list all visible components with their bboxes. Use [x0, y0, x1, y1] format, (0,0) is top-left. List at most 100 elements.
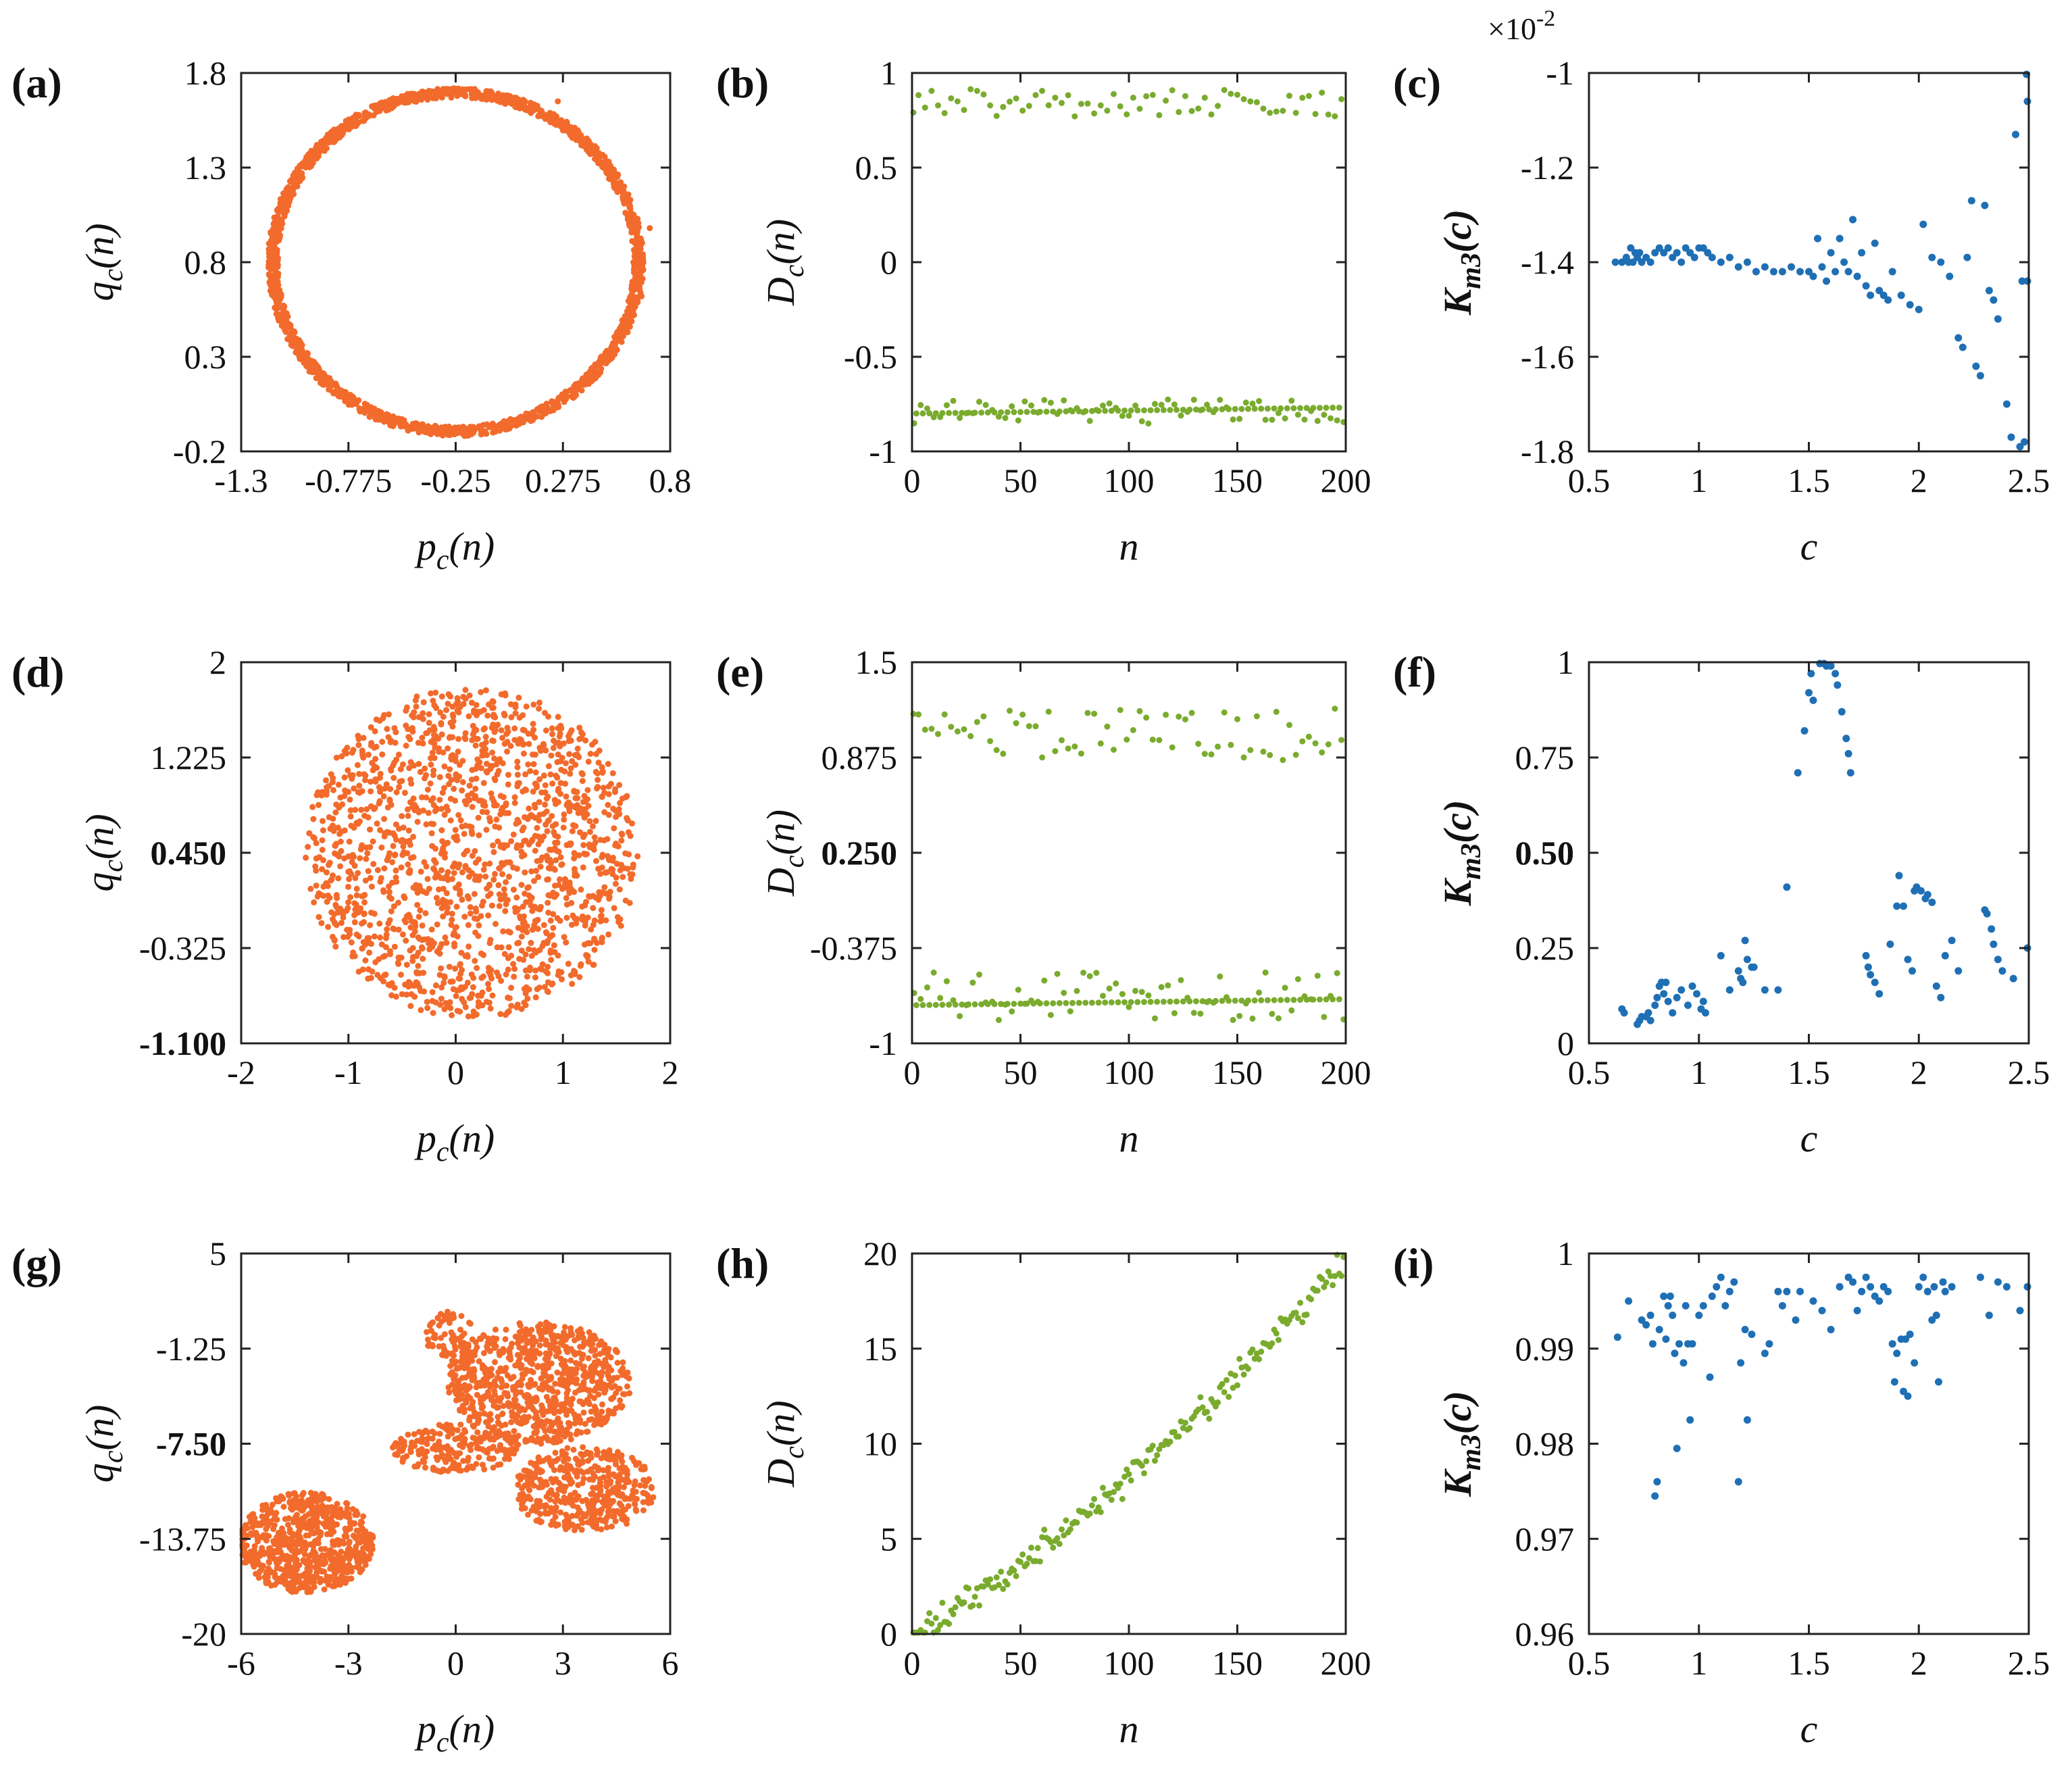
data-point	[388, 767, 395, 774]
data-point	[1225, 997, 1232, 1004]
data-point	[1215, 103, 1221, 109]
data-point	[530, 409, 536, 416]
data-point	[341, 774, 348, 780]
data-point	[414, 818, 421, 825]
data-point	[1197, 1010, 1204, 1017]
data-point	[1108, 999, 1115, 1005]
data-point	[1111, 91, 1117, 97]
data-point	[451, 870, 457, 876]
data-point	[430, 697, 436, 704]
data-point	[601, 789, 608, 796]
data-point	[1642, 253, 1650, 262]
data-point	[385, 981, 392, 988]
data-point	[599, 853, 605, 860]
x-label-suffix: (n)	[449, 524, 495, 568]
data-points	[1611, 70, 2031, 451]
data-point	[1123, 737, 1130, 743]
data-point	[496, 891, 503, 897]
data-point	[2007, 433, 2015, 441]
data-point	[441, 1005, 448, 1012]
data-point	[485, 912, 492, 919]
data-point	[538, 966, 545, 973]
data-point	[328, 877, 334, 884]
data-point	[586, 828, 593, 835]
data-point	[428, 690, 434, 697]
data-point	[579, 916, 586, 923]
data-point	[1282, 985, 1288, 991]
x-tick-label: -2	[227, 1053, 255, 1091]
data-point	[1176, 109, 1182, 116]
data-point	[1273, 708, 1280, 715]
data-point	[513, 820, 520, 827]
data-point	[1232, 405, 1238, 412]
data-point	[1054, 970, 1061, 977]
data-point	[1264, 997, 1271, 1003]
data-point	[393, 867, 399, 874]
data-point	[512, 102, 519, 109]
data-point	[1165, 982, 1171, 989]
data-point	[461, 830, 468, 837]
data-point	[532, 735, 538, 741]
data-point	[913, 1002, 919, 1008]
data-point	[267, 287, 274, 294]
data-point	[285, 1491, 292, 1497]
data-point	[384, 857, 390, 864]
data-point	[308, 162, 314, 168]
data-point	[420, 716, 426, 722]
data-point	[330, 1523, 337, 1529]
data-point	[1677, 986, 1686, 994]
data-point	[417, 768, 424, 775]
data-point	[451, 785, 457, 792]
data-point	[611, 825, 617, 832]
data-point	[551, 737, 557, 744]
data-point	[620, 874, 626, 880]
data-point	[1967, 197, 1975, 205]
data-point	[393, 789, 400, 795]
data-point	[560, 824, 567, 831]
data-point	[605, 853, 611, 860]
data-point	[405, 827, 412, 834]
x-tick-label: 1	[1690, 1053, 1707, 1091]
data-point	[1111, 747, 1117, 753]
data-point	[1849, 216, 1857, 224]
data-point	[540, 922, 547, 928]
data-point	[624, 329, 631, 336]
data-point	[304, 1499, 311, 1506]
data-point	[503, 426, 510, 432]
data-point	[1145, 992, 1152, 999]
data-point	[457, 970, 464, 977]
data-point	[1134, 407, 1141, 414]
data-point	[356, 789, 363, 796]
data-point	[507, 743, 514, 749]
data-point	[613, 814, 620, 820]
x-axis-label: pc(n)	[414, 524, 495, 576]
data-point	[536, 985, 542, 991]
y-tick-label: 1	[880, 54, 897, 92]
data-point	[314, 893, 321, 900]
data-point	[1171, 1010, 1178, 1016]
x-tick-label: 150	[1212, 462, 1263, 499]
data-point	[1292, 751, 1299, 758]
data-point	[1909, 967, 1916, 975]
data-point	[1154, 407, 1161, 414]
data-point	[345, 905, 351, 912]
data-point	[617, 916, 624, 922]
y-tick-label: -0.325	[139, 929, 226, 967]
data-point	[601, 837, 607, 844]
data-point	[318, 1546, 324, 1552]
data-point	[1312, 111, 1319, 118]
y-tick-label: -0.5	[844, 338, 897, 376]
data-point	[324, 1551, 330, 1558]
data-point	[580, 864, 586, 871]
data-point	[311, 899, 318, 905]
data-point	[526, 805, 532, 812]
x-tick-label: 2	[662, 1053, 679, 1091]
data-point	[403, 919, 409, 926]
data-point	[1251, 997, 1258, 1003]
data-point	[1895, 872, 1903, 880]
data-point	[515, 939, 522, 946]
data-point	[466, 797, 473, 803]
data-point	[526, 967, 533, 974]
